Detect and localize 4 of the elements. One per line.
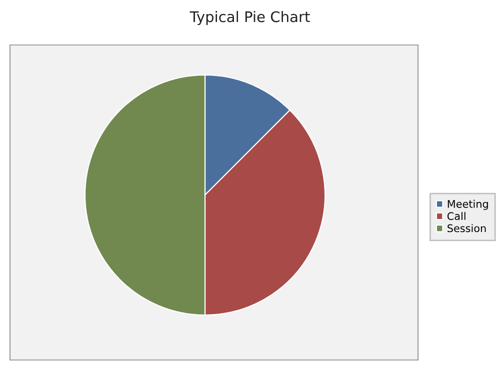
legend-label: Meeting	[448, 200, 488, 210]
chart-title: Typical Pie Chart	[190, 10, 310, 26]
legend-label: Call	[447, 212, 466, 220]
legend-label: Session	[448, 224, 486, 232]
